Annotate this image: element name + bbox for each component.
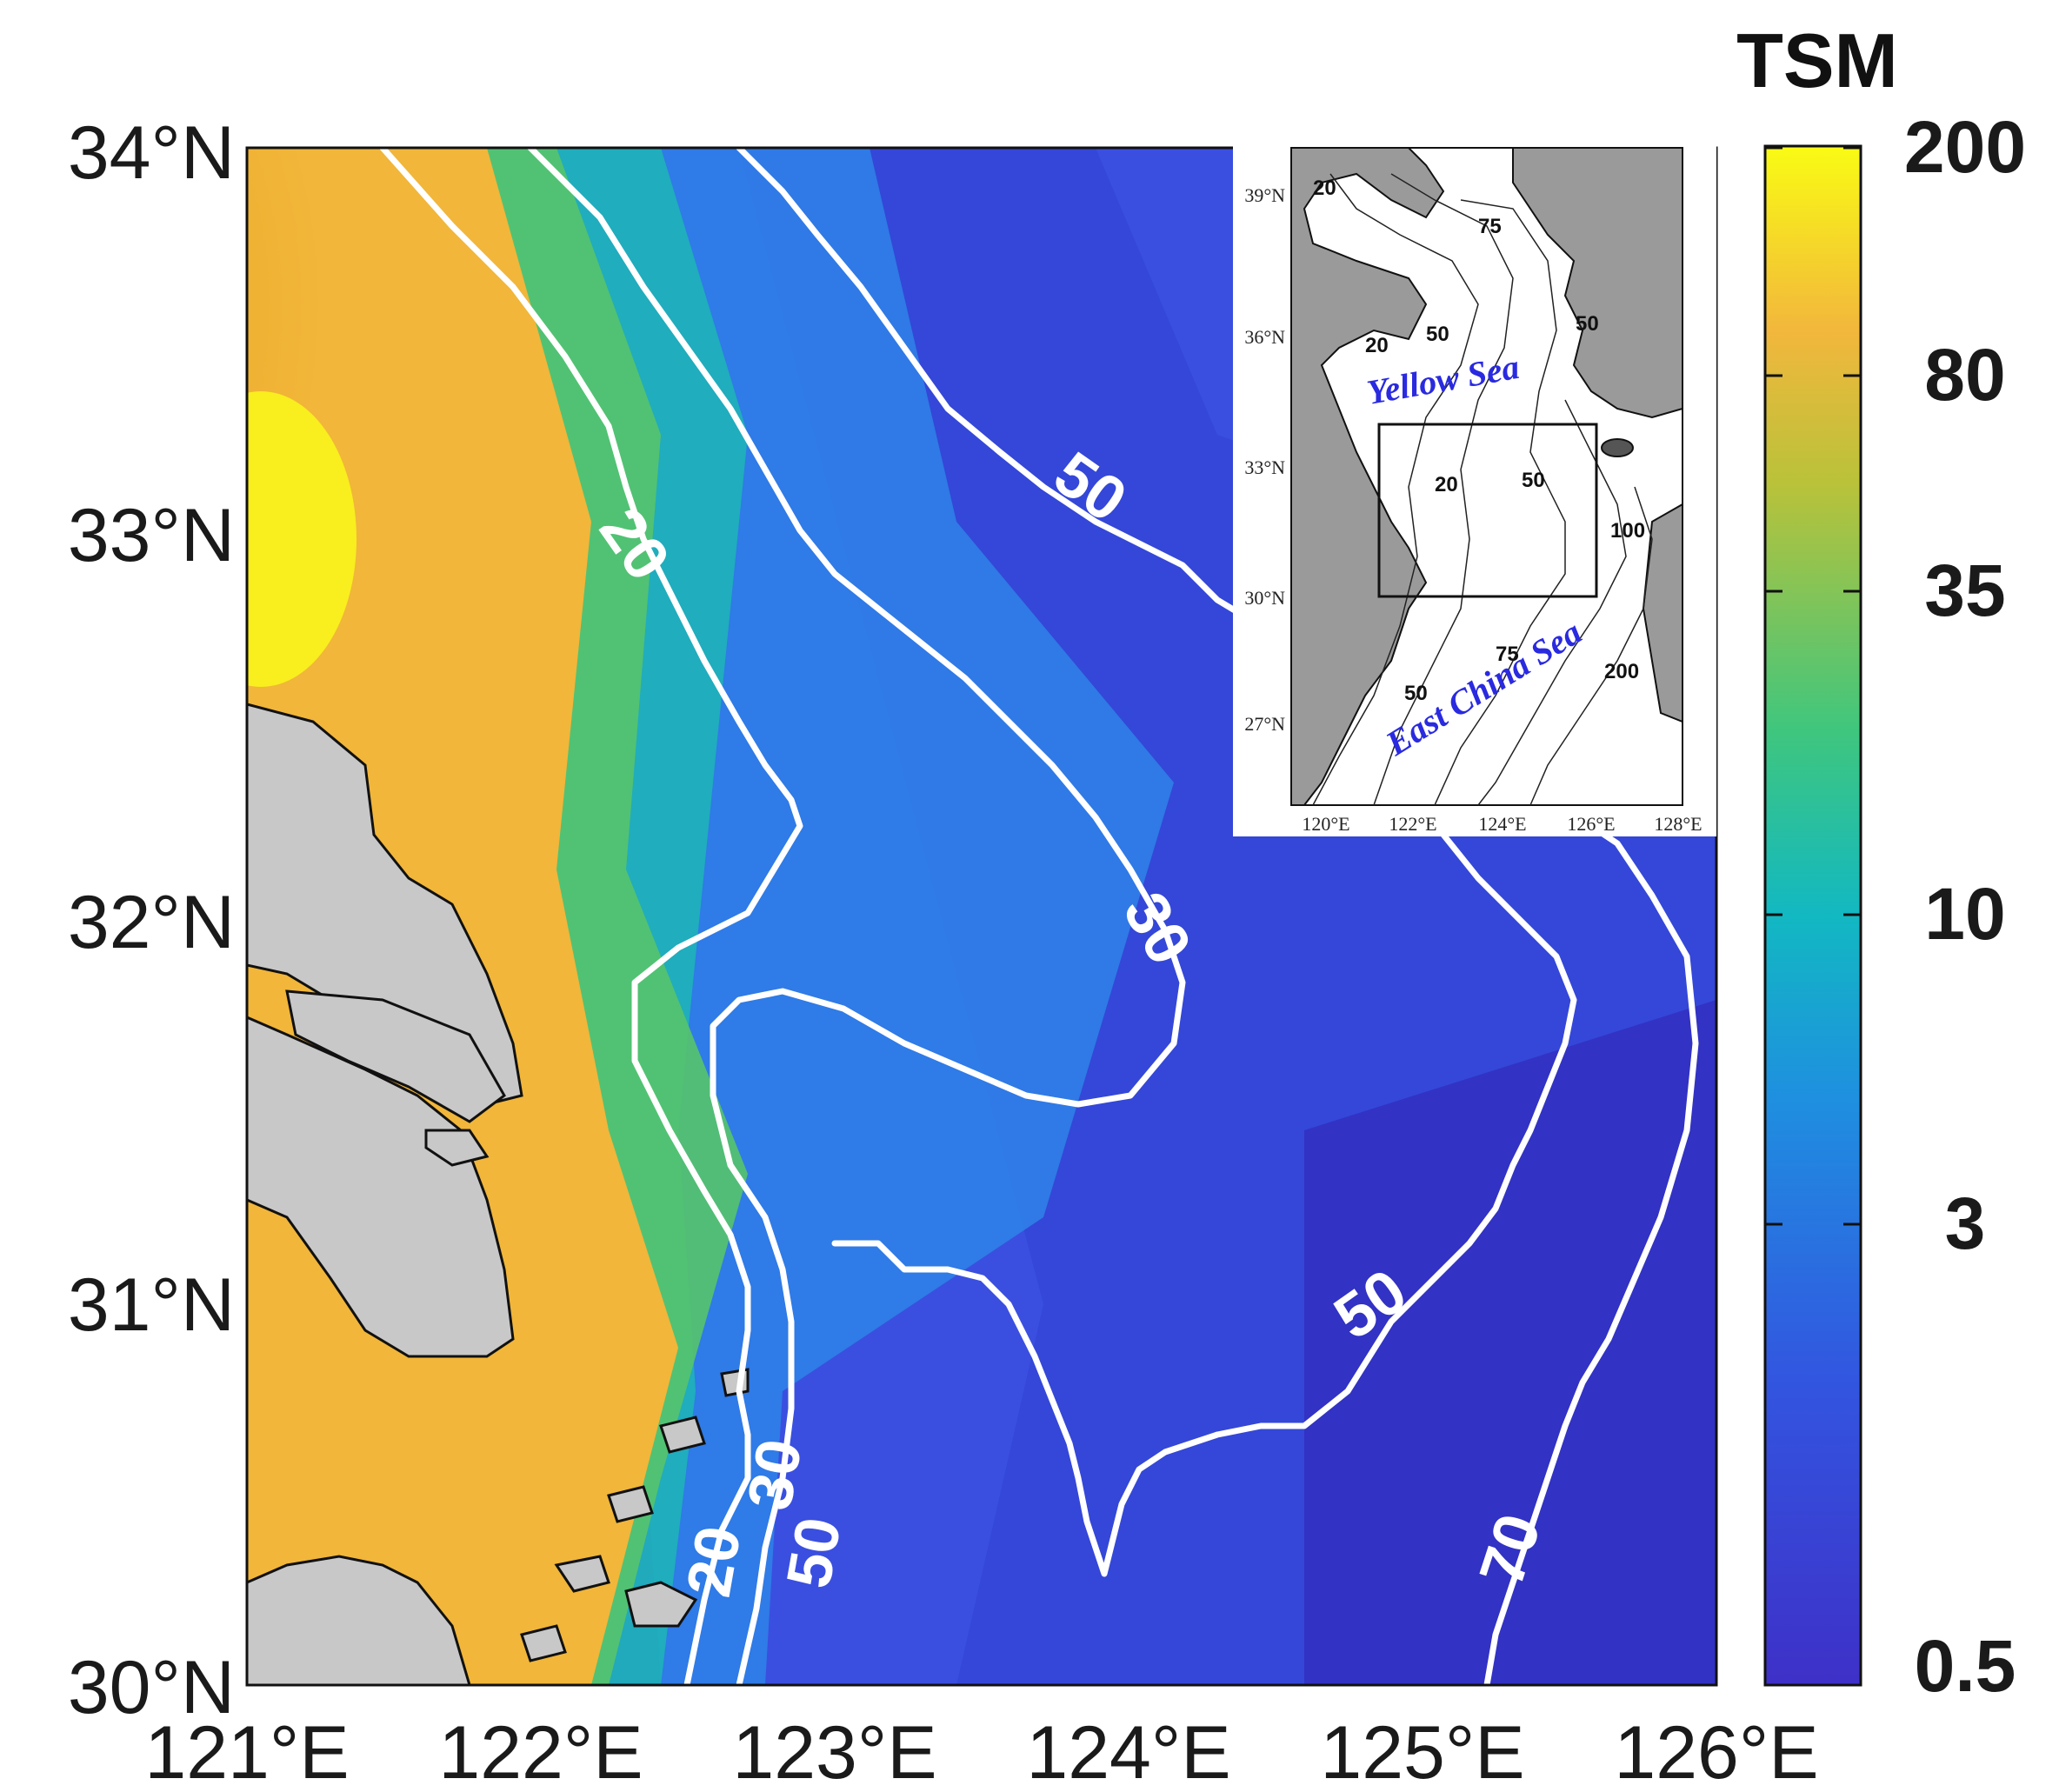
lat-label-30n: 30°N — [68, 1646, 235, 1729]
inset-lon-120e: 120°E — [1302, 813, 1349, 835]
inset-depth-label: 50 — [1404, 682, 1428, 705]
colorbar-tick-3: 3 — [1945, 1182, 1986, 1264]
inset-depth-label: 50 — [1426, 323, 1449, 346]
colorbar-tick-10: 10 — [1924, 873, 2005, 955]
lon-label-124e: 124°E — [1026, 1711, 1230, 1792]
inset-depth-label: 50 — [1522, 469, 1545, 492]
land-southwest — [247, 1555, 471, 1685]
inset-lat-27n: 27°N — [1244, 713, 1285, 735]
lat-label-31n: 31°N — [68, 1263, 235, 1347]
colorbar-tick-80: 80 — [1924, 334, 2005, 416]
max-tsm-core — [247, 391, 356, 687]
inset-study-area-box — [1377, 423, 1598, 598]
deep-water-zone — [1304, 1000, 1716, 1685]
island-cluster — [520, 1368, 750, 1662]
lat-label-33n: 33°N — [68, 494, 235, 577]
latitude-axis: 34°N 33°N 32°N 31°N 30°N — [68, 111, 235, 1729]
colorbar-title: TSM — [1736, 17, 1898, 103]
lon-label-122e: 122°E — [438, 1711, 643, 1792]
colorbar-tick-0.5: 0.5 — [1915, 1625, 2016, 1707]
lon-label-126e: 126°E — [1614, 1711, 1818, 1792]
inset-map-panel: 39°N 36°N 33°N 30°N 27°N 120°E 122°E 124… — [1233, 130, 1716, 836]
inset-depth-label: 200 — [1604, 660, 1639, 683]
isobath-70m — [1483, 805, 1699, 1685]
contour-label-20-south: 20 — [674, 1521, 755, 1602]
coastline-land — [247, 703, 523, 1106]
colorbar-tick-200: 200 — [1904, 106, 2026, 188]
lon-label-125e: 125°E — [1320, 1711, 1524, 1792]
inset-lon-128e: 128°E — [1654, 813, 1702, 835]
inset-lat-33n: 33°N — [1244, 456, 1285, 478]
inset-depth-label: 20 — [1365, 334, 1389, 357]
inset-isobaths — [1312, 173, 1653, 806]
contour-label-50-south-shore: 50 — [774, 1512, 855, 1593]
inset-lon-122e: 122°E — [1389, 813, 1436, 835]
inset-depth-label: 75 — [1478, 215, 1502, 238]
inset-depth-label: 50 — [1576, 312, 1599, 336]
contour-label-30-south: 30 — [735, 1434, 816, 1515]
inset-land-korea — [1512, 147, 1683, 419]
lat-label-32n: 32°N — [68, 881, 235, 964]
lat-label-34n: 34°N — [68, 111, 235, 195]
colorbar-ticks — [1765, 146, 1861, 1226]
inset-lat-36n: 36°N — [1244, 326, 1285, 348]
river-channel-island — [285, 989, 506, 1123]
inset-lon-126e: 126°E — [1567, 813, 1615, 835]
inset-depth-label: 75 — [1496, 643, 1519, 666]
colorbar: TSM 200 80 35 10 3 0.5 — [1736, 17, 2026, 1707]
isobath-50m-south — [831, 831, 1577, 1577]
inset-lon-124e: 124°E — [1478, 813, 1526, 835]
lon-label-121e: 121°E — [144, 1711, 349, 1792]
shoal-island — [424, 1129, 490, 1167]
inset-jeju-island — [1601, 438, 1634, 457]
colorbar-tick-35: 35 — [1924, 550, 2005, 631]
lon-label-123e: 123°E — [732, 1711, 936, 1792]
inset-lat-39n: 39°N — [1244, 184, 1285, 206]
inset-land-west — [1290, 147, 1445, 806]
land-south — [247, 1016, 515, 1358]
inset-depth-label: 100 — [1610, 519, 1645, 543]
isobath-20m — [379, 148, 803, 1685]
high-tsm-plume — [247, 148, 548, 852]
inset-lat-30n: 30°N — [1244, 587, 1285, 609]
isobath-30m — [527, 148, 1186, 1685]
main-map-frame — [245, 146, 1718, 1687]
longitude-axis: 121°E 122°E 123°E 124°E 125°E 126°E — [144, 1711, 1818, 1792]
inset-depth-label: 20 — [1435, 473, 1458, 496]
inset-depth-label: 20 — [1313, 177, 1336, 200]
